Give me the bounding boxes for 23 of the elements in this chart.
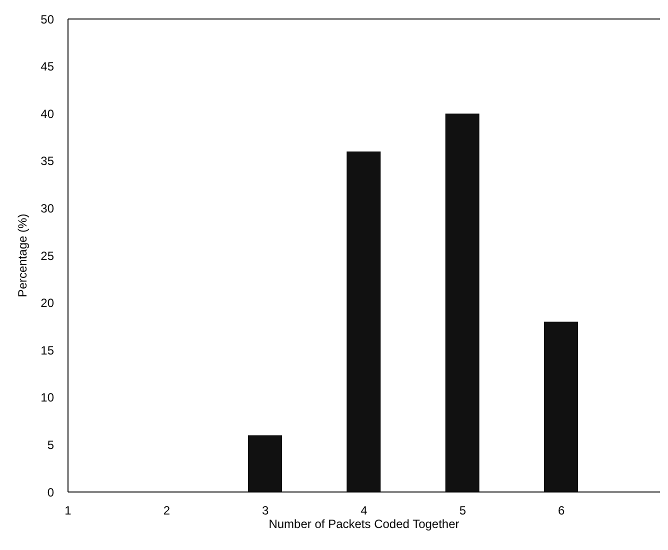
bar: [544, 322, 578, 492]
x-tick-label: 2: [163, 504, 170, 518]
y-tick-label: 10: [40, 390, 54, 405]
y-tick-label: 30: [40, 201, 54, 216]
x-tick-label: 5: [459, 504, 466, 518]
x-tick-label: 3: [262, 504, 269, 518]
x-tick-label: 4: [360, 504, 368, 518]
y-tick-label: 50: [40, 12, 54, 26]
y-tick-label: 5: [47, 438, 54, 452]
bar: [346, 151, 381, 492]
y-tick-label: 40: [40, 106, 54, 121]
y-tick-label: 0: [47, 485, 54, 500]
x-tick-label: 1: [64, 504, 72, 518]
x-tick-label: 6: [558, 504, 565, 518]
bar: [445, 114, 480, 492]
y-tick-label: 35: [40, 154, 54, 168]
y-tick-label: 15: [40, 343, 54, 358]
y-axis-title: Percentage (%): [15, 214, 30, 298]
y-tick-label: 20: [40, 296, 54, 310]
bar: [248, 435, 282, 492]
y-tick-label: 25: [40, 248, 54, 263]
y-tick-label: 45: [40, 60, 54, 74]
x-axis-title: Number of Packets Coded Together: [268, 517, 460, 531]
